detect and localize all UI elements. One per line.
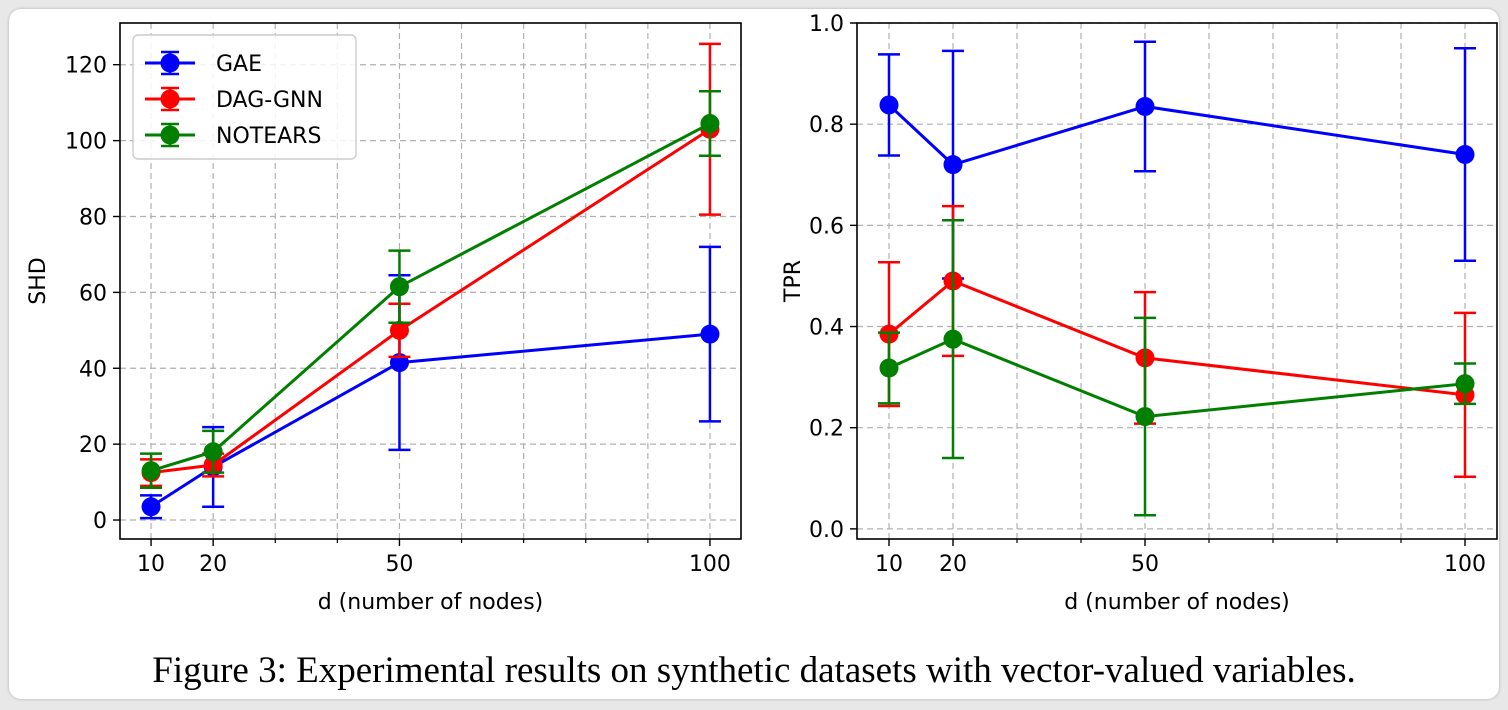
- y-axis-label: TPR: [781, 260, 806, 303]
- series-notears: [878, 219, 1476, 517]
- y-tick-label: 0.0: [809, 518, 844, 543]
- x-tick-label: 10: [875, 552, 903, 577]
- legend-label: NOTEARS: [216, 124, 321, 149]
- data-point: [1135, 407, 1155, 427]
- x-tick-label: 50: [1131, 552, 1159, 577]
- data-point: [1455, 374, 1475, 394]
- series-gae: [140, 245, 721, 520]
- legend-item: DAG-GNN: [145, 86, 323, 113]
- data-point: [203, 442, 223, 462]
- x-axis-label: d (number of nodes): [318, 590, 544, 615]
- axes-frame: [856, 22, 1498, 540]
- series-dag-gnn: [878, 204, 1476, 479]
- chart-panel-shd: 10 20 50 100 0 20 40 60 80 100 120 d (number of nod…: [26, 22, 742, 615]
- series-line: [888, 279, 1466, 397]
- charts-canvas: 10 20 50 100 0 20 40 60 80 100 120 d (number of nod…: [26, 12, 1498, 615]
- legend-box: [132, 34, 357, 160]
- chart-panel-tpr: 10 20 50 100 0.0 0.2 0.4 0.6 0.8 1.0 d (number of …: [781, 12, 1498, 615]
- y-tick-label: 60: [79, 281, 107, 306]
- legend: GAE DAG-GNN NOTEARS: [132, 34, 357, 160]
- x-axis-label: d (number of nodes): [1064, 590, 1290, 615]
- plot-area: [878, 40, 1476, 517]
- data-point: [879, 358, 899, 378]
- y-tick-label: 0: [93, 509, 107, 534]
- data-point: [879, 95, 899, 115]
- x-tick-label: 50: [385, 552, 413, 577]
- legend-label: DAG-GNN: [216, 88, 323, 113]
- y-tick-label: 1.0: [809, 12, 844, 37]
- data-point: [943, 329, 963, 349]
- y-tick-label: 0.2: [809, 417, 844, 442]
- legend-marker: [160, 89, 180, 109]
- legend-marker: [160, 125, 180, 145]
- data-point: [700, 324, 720, 344]
- series-line: [150, 122, 711, 473]
- y-tick-label: 20: [79, 433, 107, 458]
- data-point: [1135, 96, 1155, 116]
- series-line: [887, 103, 1466, 167]
- y-tick-label: 0.6: [809, 214, 844, 239]
- figure-caption: Figure 3: Experimental results on synthe…: [152, 650, 1356, 691]
- y-axis-label: SHD: [26, 257, 51, 304]
- y-tick-label: 0.4: [809, 316, 844, 341]
- legend-item: NOTEARS: [145, 122, 321, 149]
- y-tick-label: 40: [79, 357, 107, 382]
- axes-frame: [119, 22, 742, 540]
- y-tick-label: 100: [65, 130, 107, 155]
- data-point: [1455, 145, 1475, 165]
- legend-item: GAE: [145, 50, 262, 77]
- x-tick-label: 20: [199, 552, 227, 577]
- legend-marker: [160, 53, 180, 73]
- series-line: [150, 332, 711, 509]
- series-notears: [140, 90, 721, 490]
- y-tick-label: 0.8: [809, 113, 844, 138]
- series-line: [888, 337, 1466, 419]
- x-tick-label: 100: [1444, 552, 1486, 577]
- y-tick-label: 120: [65, 54, 107, 79]
- data-point: [141, 497, 161, 517]
- series-gae: [878, 40, 1476, 280]
- data-point: [141, 461, 161, 481]
- figure-card: 10 20 50 100 0 20 40 60 80 100 120 d (number of nod…: [9, 9, 1499, 699]
- data-point: [389, 277, 409, 297]
- plot-area: [140, 42, 721, 520]
- x-tick-label: 10: [137, 552, 165, 577]
- x-tick-label: 100: [689, 552, 731, 577]
- x-tick-label: 20: [939, 552, 967, 577]
- series-line: [150, 127, 711, 475]
- data-point: [943, 155, 963, 175]
- legend-label: GAE: [216, 52, 262, 77]
- data-point: [389, 320, 409, 340]
- y-tick-label: 80: [79, 206, 107, 231]
- data-point: [700, 114, 720, 134]
